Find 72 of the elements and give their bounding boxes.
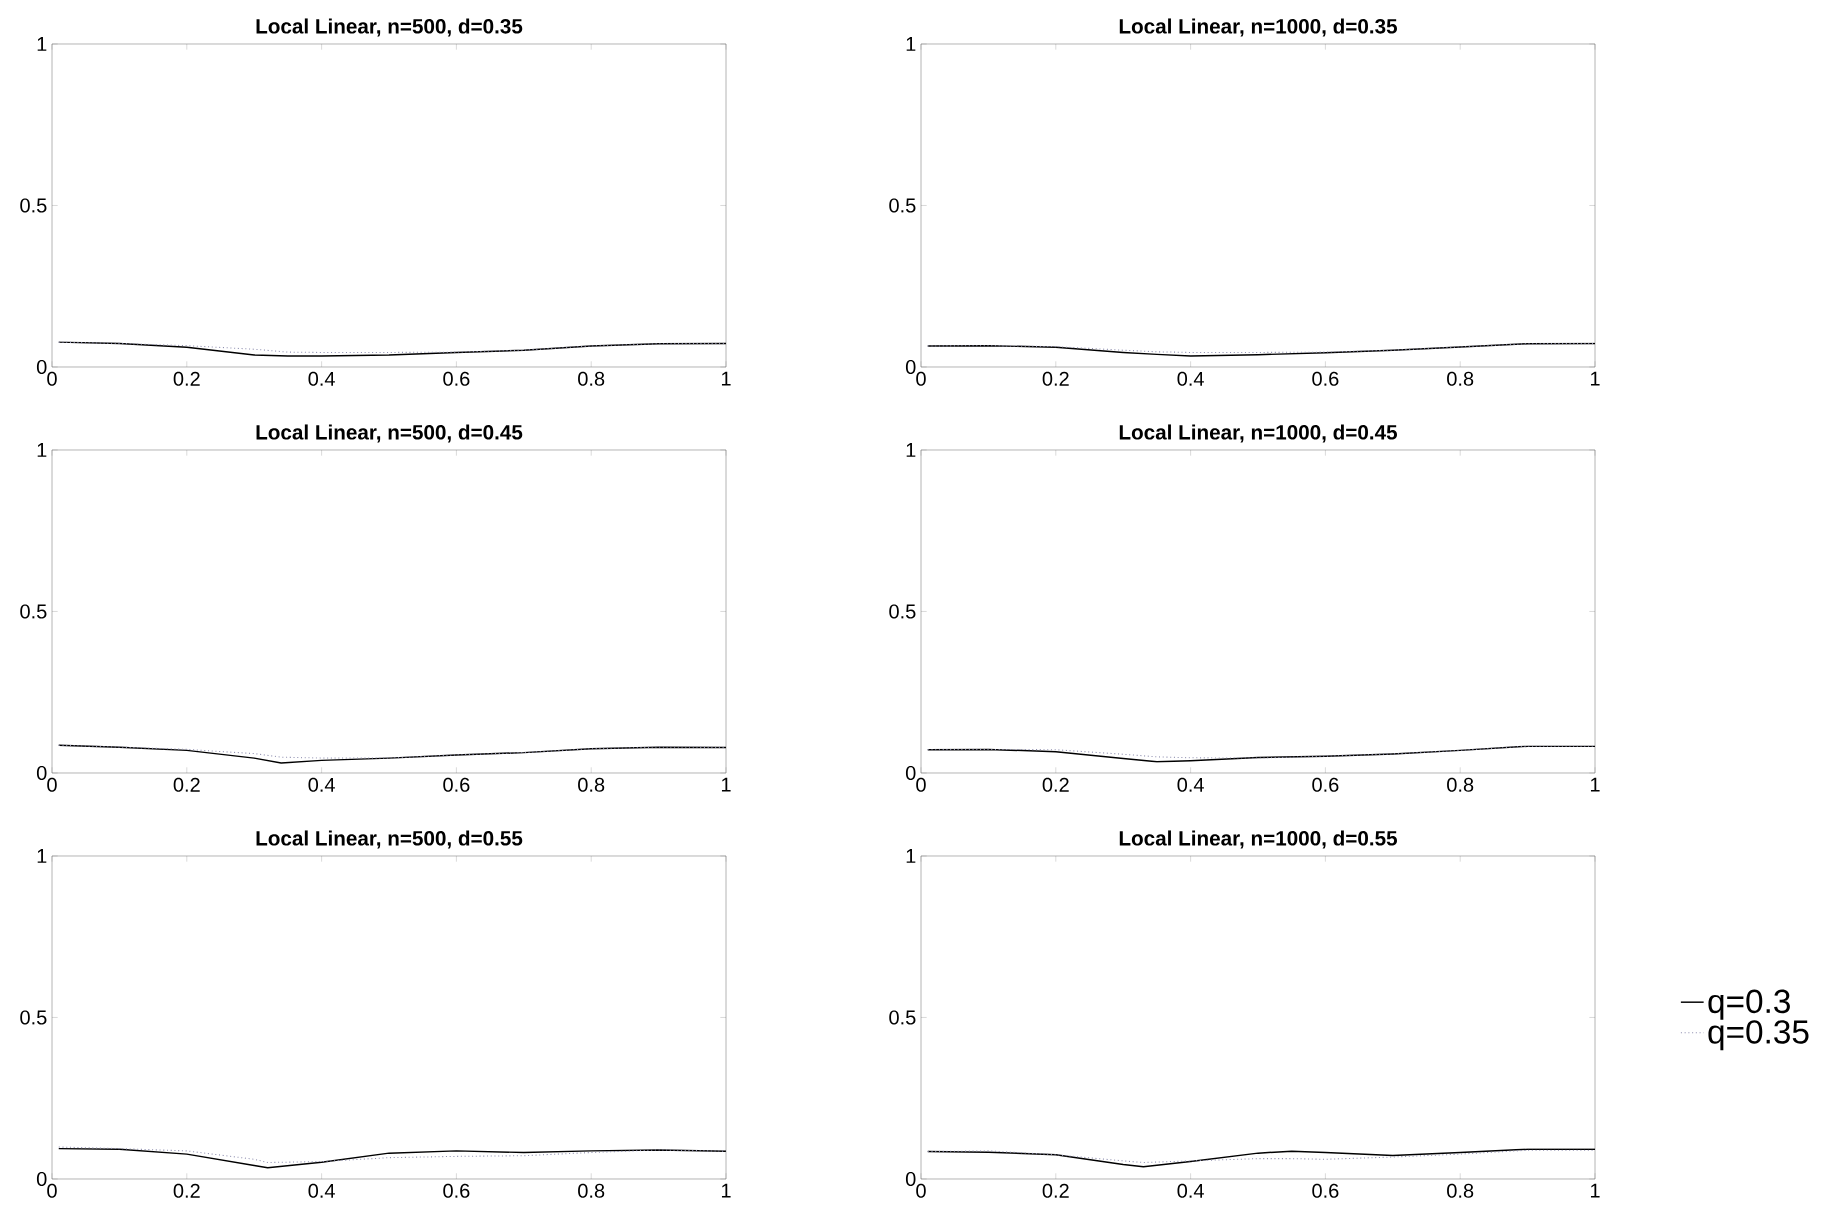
x-tick-label: 0 bbox=[916, 777, 926, 792]
x-tick-label: 1 bbox=[721, 777, 731, 792]
x-tick-label: 0.2 bbox=[1042, 371, 1069, 386]
y-tick-label: 1 bbox=[37, 849, 47, 863]
x-tick-label: 0.8 bbox=[578, 777, 605, 792]
y-tick-label: 1 bbox=[906, 849, 916, 863]
x-tick-label: 0.4 bbox=[308, 1183, 335, 1198]
line-series bbox=[927, 342, 1595, 357]
x-tick-label: 0.8 bbox=[578, 1183, 605, 1198]
y-tick-label: 1 bbox=[906, 37, 916, 51]
x-tick-label: 0.8 bbox=[578, 371, 605, 386]
y-tick-label: 0 bbox=[36, 1171, 47, 1187]
line-series bbox=[58, 341, 727, 357]
x-tick-label: 0.6 bbox=[1312, 371, 1339, 386]
x-tick-label: 1 bbox=[1590, 371, 1600, 386]
x-tick-label: 0 bbox=[916, 1183, 926, 1198]
x-tick-label: 1 bbox=[1590, 1183, 1600, 1198]
y-tick-label: 1 bbox=[37, 443, 47, 457]
y-tick-label: 0 bbox=[905, 359, 916, 375]
line-series bbox=[58, 744, 727, 759]
line-series bbox=[58, 1147, 727, 1169]
x-tick-label: 0.2 bbox=[1042, 1183, 1069, 1198]
x-tick-label: 0.8 bbox=[1447, 371, 1474, 386]
line-series bbox=[927, 745, 1595, 759]
x-tick-label: 1 bbox=[721, 371, 731, 386]
y-tick-label: 0.5 bbox=[20, 198, 47, 213]
x-tick-label: 0 bbox=[47, 777, 57, 792]
x-tick-label: 0.6 bbox=[443, 371, 470, 386]
chart-title: Local Linear, n=1000, d=0.55 bbox=[1119, 830, 1397, 849]
y-tick-label: 0.5 bbox=[20, 604, 47, 619]
x-tick-label: 0.4 bbox=[308, 371, 335, 386]
x-tick-label: 0.8 bbox=[1447, 777, 1474, 792]
y-tick-label: 1 bbox=[37, 37, 47, 51]
x-tick-label: 1 bbox=[721, 1183, 731, 1198]
x-tick-label: 0.2 bbox=[1042, 777, 1069, 792]
chart-title: Local Linear, n=500, d=0.55 bbox=[256, 830, 523, 849]
y-tick-label: 0 bbox=[905, 765, 916, 781]
x-tick-label: 0.2 bbox=[173, 777, 200, 792]
line-series bbox=[58, 341, 727, 353]
x-tick-label: 0.6 bbox=[1312, 777, 1339, 792]
chart-title: Local Linear, n=500, d=0.45 bbox=[256, 424, 523, 443]
y-tick-label: 0.5 bbox=[889, 198, 916, 213]
y-tick-label: 0.5 bbox=[889, 604, 916, 619]
x-tick-label: 0.2 bbox=[173, 371, 200, 386]
x-tick-label: 0 bbox=[47, 371, 57, 386]
legend-label: q=0.3 bbox=[1708, 989, 1790, 1020]
line-series bbox=[927, 745, 1595, 763]
x-tick-label: 0.4 bbox=[1177, 371, 1204, 386]
x-tick-label: 0.8 bbox=[1447, 1183, 1474, 1198]
y-tick-label: 1 bbox=[906, 443, 916, 457]
line-series bbox=[927, 342, 1595, 353]
line-series bbox=[58, 1146, 727, 1164]
chart-title: Local Linear, n=500, d=0.35 bbox=[256, 18, 523, 37]
y-tick-label: 0 bbox=[905, 1171, 916, 1187]
x-tick-label: 0.6 bbox=[1312, 1183, 1339, 1198]
y-tick-label: 0.5 bbox=[889, 1010, 916, 1025]
x-tick-label: 0 bbox=[47, 1183, 57, 1198]
x-tick-label: 0.4 bbox=[1177, 1183, 1204, 1198]
y-tick-label: 0 bbox=[36, 359, 47, 375]
y-tick-label: 0.5 bbox=[20, 1010, 47, 1025]
x-tick-label: 0.2 bbox=[173, 1183, 200, 1198]
y-tick-label: 0 bbox=[36, 765, 47, 781]
chart-title: Local Linear, n=1000, d=0.35 bbox=[1119, 18, 1397, 37]
x-tick-label: 0.4 bbox=[1177, 777, 1204, 792]
x-tick-label: 0 bbox=[916, 371, 926, 386]
legend-label: q=0.35 bbox=[1708, 1020, 1809, 1051]
x-tick-label: 1 bbox=[1590, 777, 1600, 792]
x-tick-label: 0.6 bbox=[443, 777, 470, 792]
x-tick-label: 0.6 bbox=[443, 1183, 470, 1198]
x-tick-label: 0.4 bbox=[308, 777, 335, 792]
chart-title: Local Linear, n=1000, d=0.45 bbox=[1119, 424, 1397, 443]
line-series bbox=[58, 744, 727, 764]
